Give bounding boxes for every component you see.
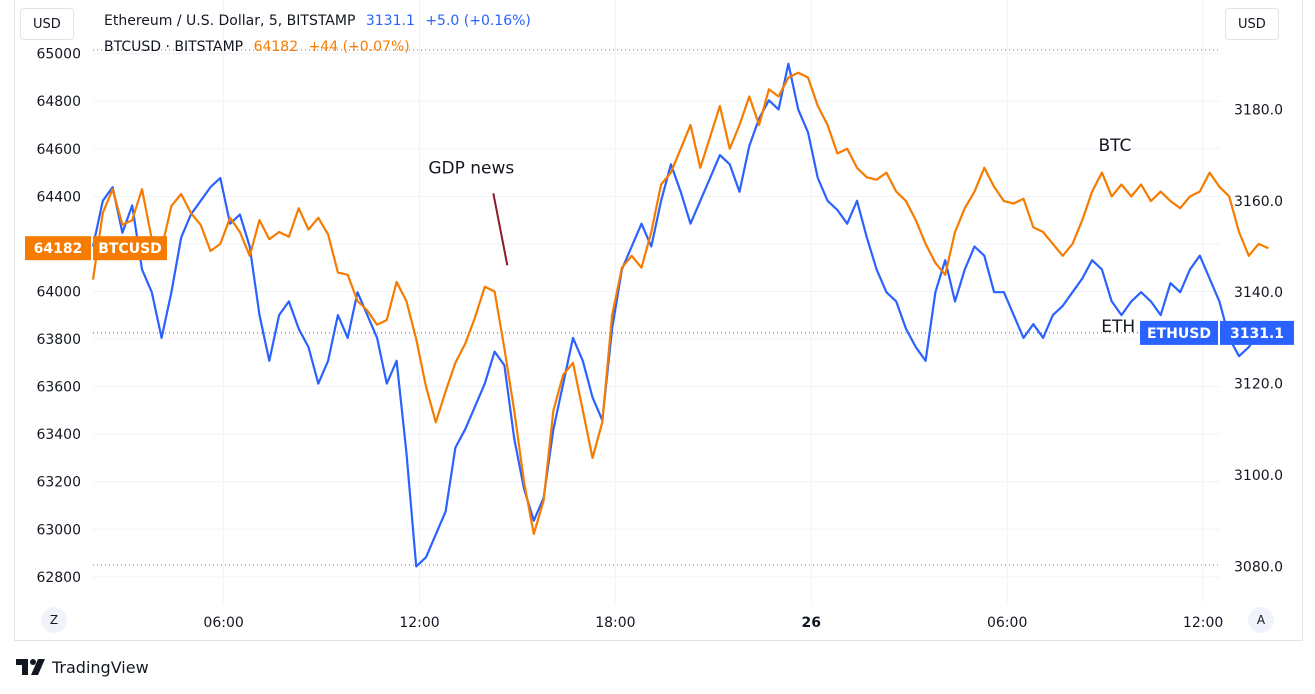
- right-price-axis: 3080.0 3100.0 3120.0 3140.0 3160.0 3180.0: [1234, 102, 1283, 575]
- time-axis-tick-label: 12:00: [1183, 615, 1223, 631]
- time-axis-tick-label: 18:00: [595, 615, 635, 631]
- eth-series-tag: ETHUSD: [1147, 326, 1211, 342]
- left-axis-tick-label: 64800: [36, 94, 81, 110]
- annotation-eth: ETH: [1101, 317, 1135, 337]
- time-axis: 06:00 12:00 18:00 26 06:00 12:00: [203, 615, 1223, 631]
- btc-legend-change: +44 (+0.07%): [308, 39, 410, 55]
- btc-series-tag-bg: [93, 236, 167, 261]
- auto-scale-button[interactable]: A: [1248, 607, 1274, 633]
- time-axis-tick-label: 26: [802, 615, 821, 631]
- right-axis-tick-label: 3100.0: [1234, 468, 1283, 484]
- brand-name: TradingView: [52, 657, 149, 677]
- eth-legend-change: +5.0 (+0.16%): [425, 13, 531, 29]
- chart-dotted-lines: [93, 49, 1220, 566]
- chart-series: [91, 62, 1269, 568]
- left-axis-tick-label: 64000: [36, 284, 81, 300]
- time-axis-tick-label: 12:00: [399, 615, 439, 631]
- chart-annotations: GDP news BTC ETH: [428, 136, 1135, 337]
- left-currency-button[interactable]: USD: [20, 8, 74, 40]
- time-axis-tick-label: 06:00: [203, 615, 243, 631]
- btc-axis-price-tag-bg: [25, 236, 91, 261]
- right-axis-tick-label: 3080.0: [1234, 559, 1283, 575]
- chart-frame: [14, 0, 1303, 641]
- annotation-arrow: [492, 193, 509, 266]
- price-tags: 64182 BTCUSD ETHUSD 3131.1: [25, 236, 1294, 345]
- tradingview-logo-icon: [16, 659, 45, 675]
- right-currency-button[interactable]: USD: [1225, 8, 1279, 40]
- annotation-btc: BTC: [1098, 136, 1131, 156]
- left-axis-tick-label: 64400: [36, 189, 81, 205]
- eth-axis-price-tag-bg: [1220, 320, 1294, 345]
- left-axis-tick-label: 63800: [36, 332, 81, 348]
- right-axis-tick-label: 3160.0: [1234, 194, 1283, 210]
- btc-legend-price: 64182: [253, 39, 299, 55]
- left-axis-tick-label: 63600: [36, 380, 81, 396]
- series-line-ethusd: [91, 62, 1260, 568]
- right-axis-tick-label: 3140.0: [1234, 285, 1283, 301]
- eth-legend-price: 3131.1: [365, 13, 415, 29]
- eth-axis-price-tag: 3131.1: [1230, 326, 1284, 342]
- eth-series-tag-bg: [1140, 320, 1218, 345]
- chart-grid: [93, 0, 1220, 603]
- right-axis-tick-label: 3180.0: [1234, 102, 1283, 118]
- left-axis-tick-label: 63200: [36, 475, 81, 491]
- btc-legend[interactable]: BTCUSD · BITSTAMP 64182 +44 (+0.07%): [104, 39, 410, 55]
- series-line-btcusd: [91, 71, 1269, 536]
- left-axis-tick-label: 62800: [36, 570, 81, 586]
- left-axis-tick-label: 65000: [36, 47, 81, 63]
- right-axis-tick-label: 3120.0: [1234, 377, 1283, 393]
- eth-legend-title: Ethereum / U.S. Dollar, 5, BITSTAMP: [104, 13, 356, 29]
- left-price-axis: 6280063000632006340063600638006400064200…: [36, 47, 81, 586]
- btc-legend-title: BTCUSD · BITSTAMP: [104, 39, 244, 55]
- eth-legend[interactable]: Ethereum / U.S. Dollar, 5, BITSTAMP 3131…: [104, 13, 531, 29]
- left-axis-tick-label: 64600: [36, 142, 81, 158]
- timezone-button[interactable]: Z: [41, 607, 67, 633]
- tradingview-logo[interactable]: TradingView: [16, 656, 149, 678]
- left-axis-tick-label: 63000: [36, 522, 81, 538]
- time-axis-tick-label: 06:00: [987, 615, 1027, 631]
- btc-axis-price-tag: 64182: [34, 241, 83, 257]
- btc-series-tag: BTCUSD: [98, 241, 162, 257]
- left-axis-tick-label: 63400: [36, 427, 81, 443]
- annotation-gdp-news: GDP news: [428, 158, 514, 178]
